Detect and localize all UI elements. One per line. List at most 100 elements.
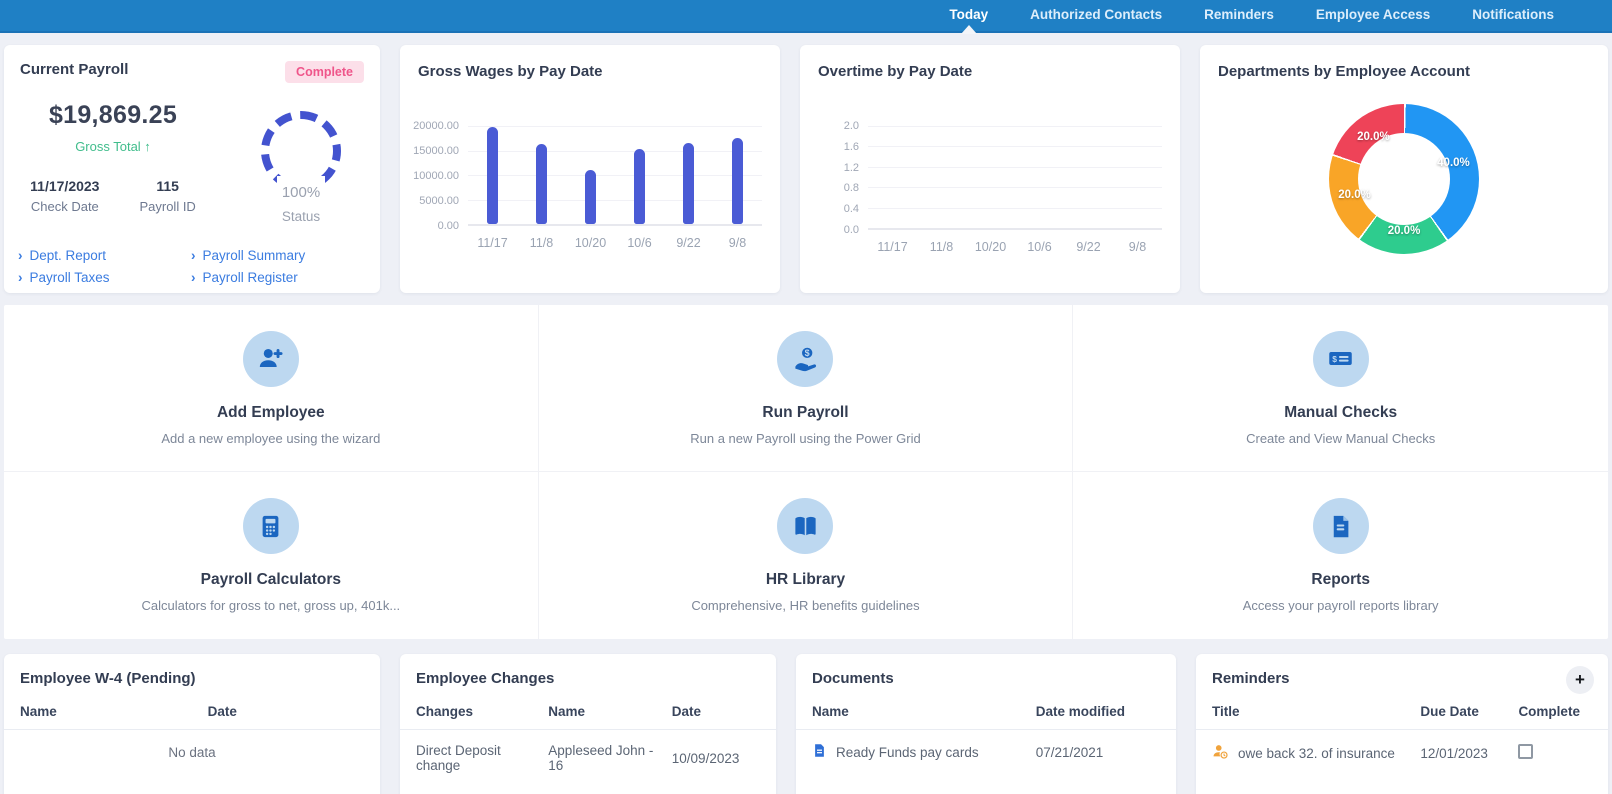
gridline	[468, 150, 762, 152]
y-axis-tick-label: 0.4	[843, 203, 859, 216]
column-header-date-modified: Date modified	[1035, 704, 1125, 719]
status-label: Status	[281, 209, 321, 224]
column-header-name: Name	[812, 704, 849, 719]
donut-hole	[1358, 133, 1450, 225]
donut-slice-label: 20.0%	[1357, 130, 1390, 143]
link-label: Payroll Summary	[202, 248, 306, 263]
bar	[732, 137, 743, 224]
document-icon	[812, 743, 827, 761]
gross-wages-title: Gross Wages by Pay Date	[418, 63, 603, 80]
departments-title: Departments by Employee Account	[1218, 63, 1471, 80]
status-percent: 100%	[281, 184, 321, 201]
tile-reports[interactable]: Reports Access your payroll reports libr…	[1073, 472, 1608, 639]
documents-title: Documents	[812, 670, 894, 687]
donut-slice-label: 20.0%	[1338, 189, 1371, 202]
overtime-title: Overtime by Pay Date	[818, 63, 973, 80]
tab-reminders[interactable]: Reminders	[1204, 7, 1274, 22]
svg-text:$: $	[1332, 354, 1337, 364]
overtime-bar-chart: 2.0 1.6 1.2 0.8 0.4 0.0 11/17 11/8 10/20 10/6 9/2…	[800, 120, 1180, 254]
tile-payroll-calculators[interactable]: Payroll Calculators Calculators for gros…	[4, 472, 539, 639]
link-payroll-register[interactable]: › Payroll Register	[191, 270, 364, 285]
tile-subtitle: Run a new Payroll using the Power Grid	[690, 430, 921, 446]
link-label: Payroll Taxes	[29, 270, 110, 285]
bar-slot	[1113, 126, 1162, 228]
employee-name: Appleseed John - 16	[548, 743, 654, 773]
link-label: Dept. Report	[29, 248, 107, 263]
check-dollar-icon: $	[1312, 330, 1369, 387]
check-date-label: Check Date	[30, 199, 99, 214]
tab-authorized-contacts[interactable]: Authorized Contacts	[1030, 7, 1163, 22]
bar-slot	[868, 126, 917, 228]
summary-row: Current Payroll Complete $19,869.25 Gros…	[4, 45, 1608, 293]
tile-add-employee[interactable]: Add Employee Add a new employee using th…	[4, 305, 539, 472]
x-axis-tick-label: 9/22	[676, 236, 701, 250]
x-axis-tick-label: 11/8	[529, 236, 554, 250]
open-book-icon	[777, 498, 834, 554]
person-plus-icon	[242, 330, 299, 387]
tile-subtitle: Comprehensive, HR benefits guidelines	[691, 598, 920, 613]
bar-slot	[966, 126, 1015, 228]
y-axis-tick-label: 10000.00	[413, 170, 459, 182]
column-header-date: Date	[671, 704, 702, 719]
table-row: owe back 32. of insurance 12/01/2023	[1196, 730, 1608, 776]
tile-run-payroll[interactable]: $ Run Payroll Run a new Payroll using th…	[538, 305, 1074, 472]
reminder-person-clock-icon	[1212, 743, 1229, 763]
bar	[634, 149, 645, 224]
link-dept-report[interactable]: › Dept. Report	[18, 248, 191, 263]
gridline	[868, 166, 1162, 168]
check-date-value: 11/17/2023	[30, 178, 100, 194]
calculator-icon	[242, 498, 299, 554]
y-axis-tick-label: 0.00	[437, 220, 459, 232]
table-row: Direct Deposit change Appleseed John - 1…	[400, 730, 776, 786]
tab-employee-access[interactable]: Employee Access	[1315, 7, 1431, 22]
tile-subtitle: Add a new employee using the wizard	[161, 430, 381, 446]
documents-card: Documents Name Date modified Ready Funds…	[796, 654, 1176, 794]
reminders-card: Reminders + Title Due Date Complete	[1196, 654, 1608, 794]
document-date-modified: 07/21/2021	[1035, 744, 1104, 760]
change-type: Direct Deposit change	[416, 743, 501, 773]
active-tab-caret	[960, 25, 977, 34]
tile-title: Add Employee	[216, 403, 325, 421]
gross-wages-card: Gross Wages by Pay Date 20000.00 15000.00…	[400, 45, 780, 293]
y-axis-tick-label: 2.0	[843, 120, 859, 132]
gridline	[868, 187, 1162, 189]
change-date: 10/09/2023	[671, 750, 740, 766]
bar	[683, 143, 694, 224]
tab-today[interactable]: Today	[949, 0, 988, 34]
reminder-due-date: 12/01/2023	[1420, 745, 1488, 761]
tile-title: Manual Checks	[1284, 403, 1398, 421]
link-payroll-summary[interactable]: › Payroll Summary	[191, 248, 364, 263]
bar-slot	[1064, 126, 1113, 228]
x-axis-tick-label: 9/8	[728, 236, 747, 250]
chevron-right-icon: ›	[18, 270, 23, 285]
tile-hr-library[interactable]: HR Library Comprehensive, HR benefits gu…	[539, 472, 1074, 639]
tab-notifications[interactable]: Notifications	[1472, 7, 1554, 22]
bar-slot	[566, 126, 615, 224]
x-axis-tick-label: 9/8	[1128, 240, 1147, 254]
bar-slot	[517, 126, 566, 224]
add-reminder-button[interactable]: +	[1566, 666, 1594, 694]
column-header-due-date: Due Date	[1420, 704, 1479, 719]
link-payroll-taxes[interactable]: › Payroll Taxes	[18, 270, 191, 285]
bar	[536, 143, 547, 224]
report-icon	[1312, 498, 1369, 554]
employee-changes-card: Employee Changes Changes Name Date Direc…	[400, 654, 776, 794]
chevron-right-icon: ›	[18, 248, 23, 263]
tile-subtitle: Create and View Manual Checks	[1246, 430, 1436, 446]
departments-card: Departments by Employee Account 40.0% 20.…	[1200, 45, 1608, 293]
gridline	[868, 126, 1162, 127]
reminder-complete-checkbox[interactable]	[1518, 744, 1534, 759]
tile-subtitle: Calculators for gross to net, gross up, …	[141, 598, 401, 613]
tables-row: Employee W-4 (Pending) Name Date No data…	[4, 654, 1608, 794]
bar-slot	[713, 126, 762, 224]
link-label: Payroll Register	[202, 270, 298, 285]
column-header-changes: Changes	[416, 704, 474, 719]
table-row[interactable]: Ready Funds pay cards 07/21/2021	[796, 730, 1176, 774]
tile-subtitle: Access your payroll reports library	[1242, 598, 1439, 613]
gridline	[468, 199, 762, 201]
employee-w4-card: Employee W-4 (Pending) Name Date No data	[4, 654, 380, 794]
current-payroll-title: Current Payroll	[20, 61, 129, 78]
payroll-id-label: Payroll ID	[139, 199, 196, 214]
x-axis-tick-label: 10/20	[574, 236, 607, 250]
tile-manual-checks[interactable]: $ Manual Checks Create and View Manual C…	[1073, 305, 1608, 472]
